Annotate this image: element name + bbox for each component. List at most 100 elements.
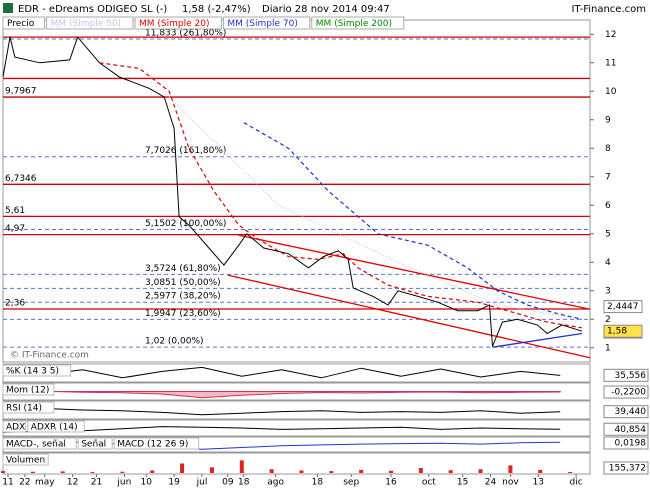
indicator-title: RSI (14) [6,404,42,414]
indicator-title: MACD (12 26 9) [117,440,188,450]
indicator-badge [603,368,649,382]
x-tick-label: oct [422,478,436,488]
legend-entry: MM (Simple 20) [139,19,209,29]
y-tick-label: 3 [605,286,611,296]
indicator-title-box [2,401,55,414]
brand: IT-Finance.com [571,4,646,15]
y-tick-label: 2 [605,315,611,325]
fibonacci-label: 3,5724 (61,80%) [145,264,221,274]
x-tick-label: ago [267,478,284,488]
legend-entry: MM (Simple 50) [51,19,121,29]
volume-bar [329,471,334,473]
indicator-title-box [77,437,113,450]
volume-bar [538,469,543,473]
y-tick-label: 11 [605,58,616,68]
indicator-title: %K (14 3 5) [6,367,59,377]
x-tick-label: 19 [168,478,180,488]
trendline [492,332,583,348]
y-tick-label: 8 [605,144,611,154]
indicator-title: ADXR (14) [31,423,78,433]
volume-bar [269,469,274,473]
y-tick-label: 1 [605,343,611,353]
volume-bar [30,471,35,473]
volume-bar [1,471,5,473]
x-tick-label: 09 [222,478,234,488]
fibonacci-label: 2,5977 (38,20%) [145,292,221,302]
moving-average [168,96,583,320]
indicator-title-box [27,420,85,433]
x-tick-label: 18 [312,478,324,488]
indicator-title-box [2,420,27,433]
x-tick-label: 18 [238,478,250,488]
volume-bar [448,470,453,473]
x-tick-label: may [35,478,55,488]
symbol: EDR - eDreams ODIGEO SL (-) [18,4,167,15]
volume-bar [508,465,513,473]
resistance-label: 5,61 [5,206,25,216]
x-tick-label: 16 [385,478,397,488]
volume-bar [389,470,394,473]
price-badge-label: 1,58 [607,327,627,337]
watermark: © IT-Finance.com [10,351,89,361]
indicator-title-box [2,437,77,450]
indicator-title: MACD-, señal [6,440,66,450]
x-tick-label: 11 [2,478,13,488]
price-badge-label: 2,4447 [607,302,639,312]
legend-box [46,16,134,30]
price-line [2,36,583,347]
y-tick-label: 5 [605,229,611,239]
legend-box [222,16,311,30]
volume-bar [180,463,185,473]
indicator-title: Volumen [6,456,45,466]
logo-icon [3,3,13,13]
indicator-title: ADX [6,423,25,433]
trendline [238,234,591,310]
indicator-title-box [113,437,200,450]
indicator-badge-label: 35,556 [615,371,647,381]
volume-bar [568,472,573,473]
moving-average [243,122,583,320]
y-tick-label: 7 [605,172,611,182]
indicator-title-box [2,383,55,396]
indicator-badge [603,385,649,399]
volume-bar [418,467,423,473]
x-tick-label: 21 [91,478,102,488]
x-tick-label: dic [569,478,582,488]
legend-entry: MM (Simple 70) [227,19,297,29]
x-tick-label: 13 [533,478,544,488]
fibonacci-label: 11,833 (261,80%) [145,29,226,39]
y-tick-label: 6 [605,201,611,211]
indicator-title: Señal [81,440,106,450]
indicator-title-box [2,453,49,466]
y-tick-label: 4 [605,258,611,268]
legend-box [134,16,222,30]
fibonacci-label: 3,0851 (50,00%) [145,278,221,288]
volume-bar [299,470,304,473]
price-badge [603,324,643,338]
volume-bar [120,471,125,473]
indicator-title-box [2,364,72,377]
y-tick-label: 12 [605,30,616,40]
indicator-line [2,366,561,379]
quote: 1,58 (-2,47%) [182,4,251,15]
legend-entry: Precio [7,19,35,29]
fibonacci-label: 1,02 (0,00%) [145,337,204,347]
volume-bar [150,470,155,473]
volume-bar [478,469,483,473]
x-tick-label: nov [502,478,519,488]
legend-box [311,16,405,30]
volume-bar [60,471,65,473]
fibonacci-label: 1,9947 (23,60%) [145,309,221,319]
legend-box [2,16,46,30]
x-tick-label: 15 [457,478,468,488]
indicator-badge-label: 40,854 [615,425,647,435]
fibonacci-label: 7,7026 (161,80%) [145,146,226,156]
resistance-label: 4,97 [5,224,25,234]
indicator-line [2,426,561,433]
period: Diario 28 nov 2014 09:47 [262,4,390,15]
indicator-badge [603,461,649,475]
trendline [227,274,591,359]
indicator-badge [603,422,649,436]
